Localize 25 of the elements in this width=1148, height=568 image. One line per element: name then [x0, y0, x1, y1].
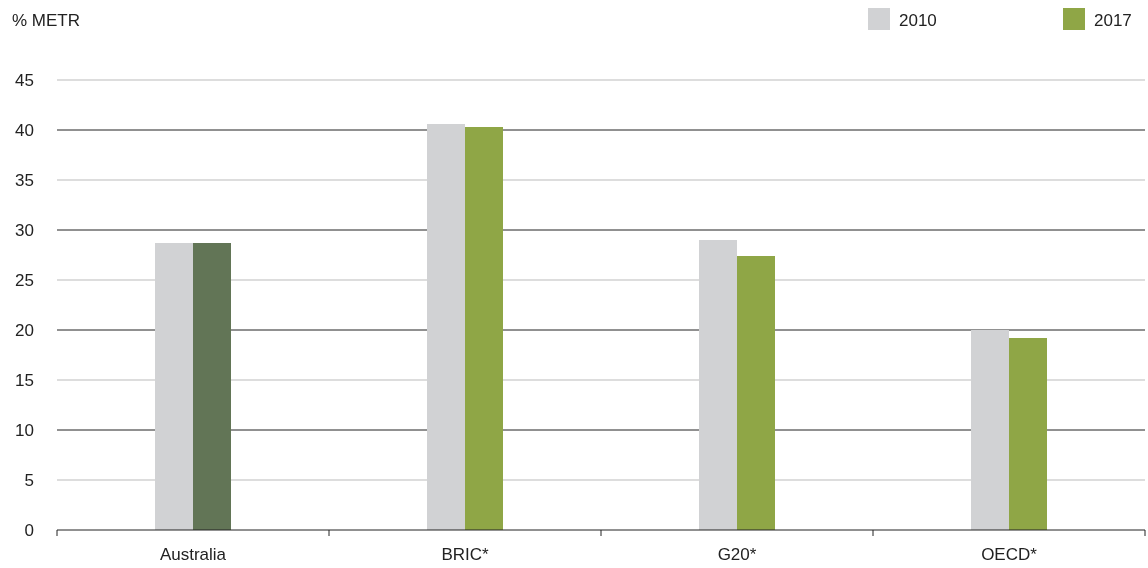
x-tick-label: OECD* [981, 545, 1038, 564]
x-tick-label: Australia [159, 545, 227, 564]
bar [737, 256, 775, 530]
y-tick-label: 30 [15, 220, 34, 240]
y-tick-label: 20 [15, 320, 34, 340]
bar [1009, 338, 1047, 530]
y-tick-label: 25 [15, 270, 34, 290]
x-tick-label: BRIC* [441, 545, 489, 564]
x-tick-label: G20* [717, 545, 757, 564]
y-tick-label: 10 [15, 420, 34, 440]
y-tick-label: 0 [24, 520, 34, 540]
bar [155, 243, 193, 530]
y-tick-label: 35 [15, 170, 34, 190]
legend-label: 2010 [899, 11, 937, 30]
y-tick-label: 40 [15, 120, 34, 140]
bar [971, 330, 1009, 530]
y-tick-label: 15 [15, 370, 34, 390]
bar [699, 240, 737, 530]
bar [427, 124, 465, 530]
bar [193, 243, 231, 530]
y-tick-label: 5 [24, 470, 34, 490]
y-axis-title: % METR [12, 11, 80, 30]
legend-label: 2017 [1094, 11, 1132, 30]
bar [465, 127, 503, 530]
y-tick-label: 45 [15, 70, 34, 90]
